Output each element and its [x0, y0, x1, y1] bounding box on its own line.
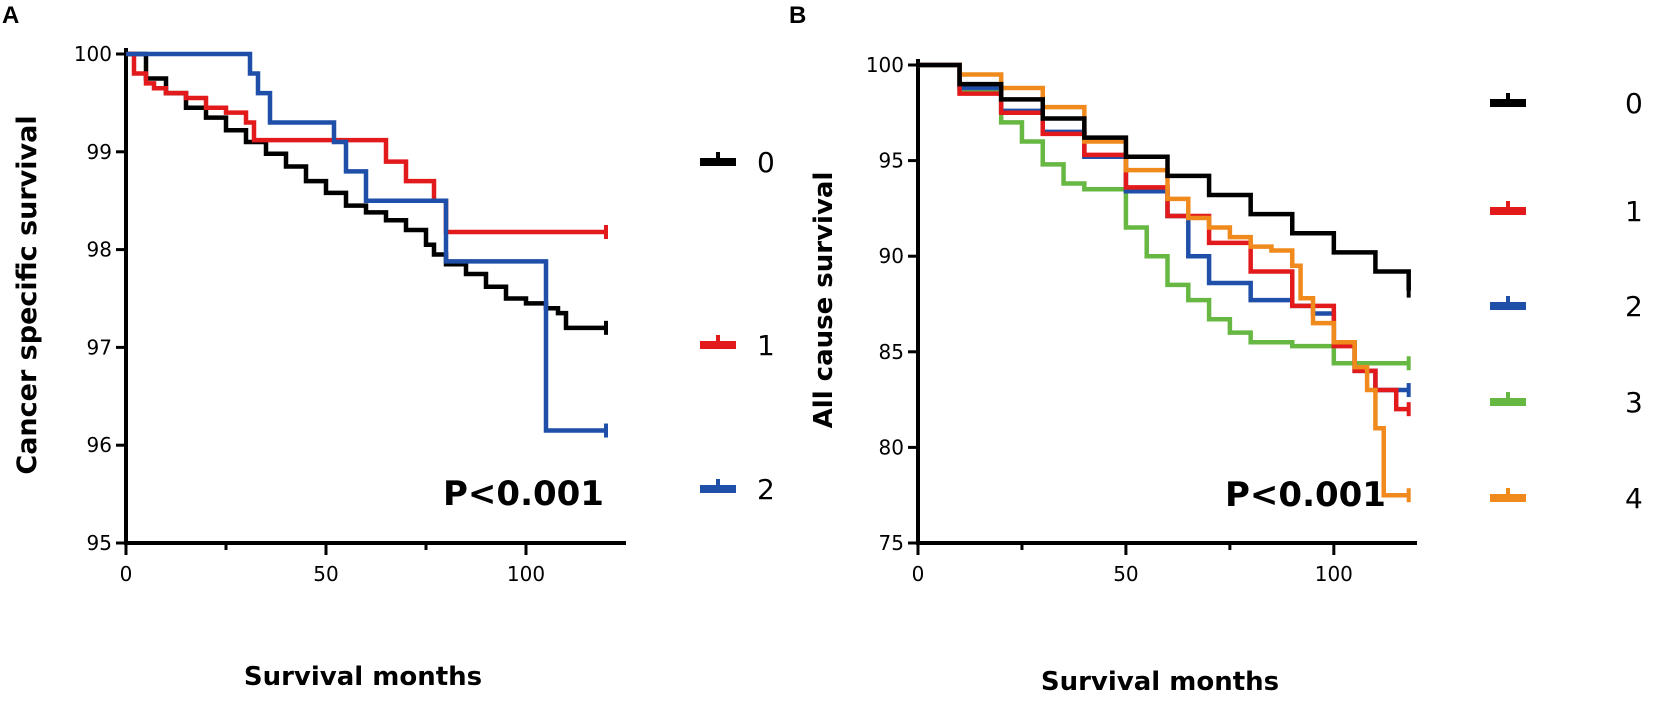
panel-b-legend-item-0: 0: [1490, 87, 1643, 120]
panel-a: A 95 96 97 98 99 100 0 50 100 Cancer specific su…: [2, 2, 775, 692]
panel-a-xtick-label: 0: [120, 562, 133, 586]
panel-b-legend-item-2: 2: [1490, 290, 1643, 323]
panel-b-ylabel: All cause survival: [809, 172, 839, 429]
panel-b-legend-item-4: 4: [1490, 482, 1643, 515]
panel-b-series-4-line: [918, 62, 1409, 498]
panel-b-ytick-label: 90: [879, 244, 904, 268]
panel-b-legend-label-0: 0: [1625, 87, 1643, 120]
panel-a-legend-item-2: 2: [700, 473, 775, 506]
panel-a-legend: 0 1 2: [700, 146, 775, 506]
panel-a-letter: A: [2, 2, 19, 29]
panel-a-legend-label-1: 1: [757, 329, 775, 362]
panel-b-series-3-line: [918, 62, 1409, 366]
panel-b-xtick-label: 100: [1315, 562, 1353, 586]
panel-b-legend-label-1: 1: [1625, 195, 1643, 228]
panel-a-legend-item-0: 0: [700, 146, 775, 179]
panel-b-plot-area: 75 80 85 90 95 100 0 50 100: [866, 53, 1417, 586]
panel-a-ytick-label: 96: [87, 433, 112, 457]
panel-a-ylabel: Cancer specific survival: [12, 115, 43, 474]
panel-b-legend-label-4: 4: [1625, 482, 1643, 515]
panel-b-ytick-label: 75: [879, 531, 904, 555]
panel-b-legend: 0 1 2 3 4: [1490, 87, 1643, 515]
panel-a-xlabel: Survival months: [244, 662, 482, 692]
panel-b-ytick-label: 80: [879, 435, 904, 459]
panel-b-legend-label-3: 3: [1625, 386, 1643, 419]
panel-a-ytick-label: 95: [87, 531, 112, 555]
panel-a-xtick-label: 100: [507, 562, 545, 586]
panel-b: B 75 80 85 90 95 100 0 50 100 All cause survival…: [789, 2, 1643, 697]
panel-b-legend-label-2: 2: [1625, 290, 1643, 323]
panel-b-series-0-line: [918, 62, 1411, 291]
panel-a-pvalue: P<0.001: [443, 474, 604, 514]
panel-a-ytick-label: 97: [87, 335, 112, 359]
panel-a-legend-label-0: 0: [757, 146, 775, 179]
panel-b-legend-item-3: 3: [1490, 386, 1643, 419]
panel-a-ytick-label: 100: [74, 42, 112, 66]
panel-b-legend-item-1: 1: [1490, 195, 1643, 228]
panel-b-xtick-label: 50: [1113, 562, 1138, 586]
panel-a-ytick-label: 98: [87, 238, 112, 262]
panel-b-xtick-label: 0: [912, 562, 925, 586]
panel-a-ytick-label: 99: [87, 140, 112, 164]
panel-b-ytick-label: 85: [879, 340, 904, 364]
panel-b-pvalue: P<0.001: [1225, 475, 1386, 515]
panel-a-legend-item-1: 1: [700, 329, 775, 362]
panel-a-xtick-label: 50: [313, 562, 338, 586]
panel-a-series-2-line: [126, 51, 606, 433]
panel-a-series-0-line: [126, 51, 606, 331]
panel-a-legend-label-2: 2: [757, 473, 775, 506]
panel-a-plot-area: 95 96 97 98 99 100 0 50 100: [74, 42, 626, 586]
panel-b-ytick-label: 100: [866, 53, 904, 77]
panel-a-series-1-line: [126, 51, 606, 235]
panel-b-letter: B: [789, 2, 806, 29]
panel-b-xlabel: Survival months: [1041, 667, 1279, 697]
panel-b-ytick-label: 95: [879, 149, 904, 173]
